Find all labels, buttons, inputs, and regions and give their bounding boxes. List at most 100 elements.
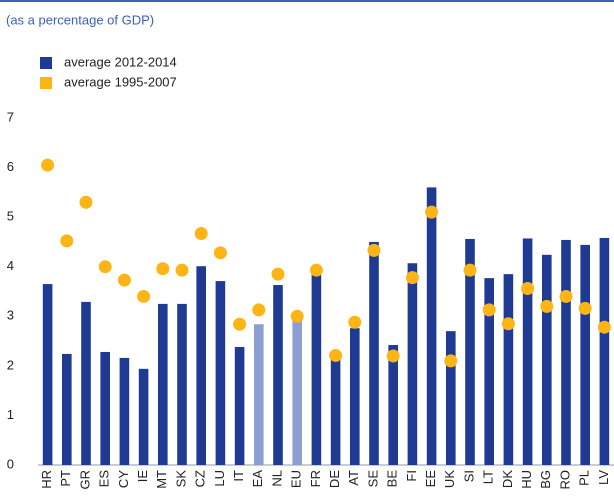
bar (119, 357, 130, 465)
legend-label: average 2012-2014 (64, 54, 177, 69)
bar (100, 351, 110, 465)
y-tick-label: 0 (7, 456, 14, 471)
dot (444, 354, 458, 368)
dot (194, 227, 208, 241)
x-tick-label: BE (385, 470, 400, 488)
bar (599, 237, 610, 465)
x-tick-label: NL (269, 470, 284, 487)
bar (580, 244, 590, 465)
bar (81, 301, 91, 465)
bar (196, 266, 206, 465)
x-tick-label: ES (97, 470, 112, 488)
x-tick-label: EE (423, 470, 438, 488)
bar (465, 238, 475, 465)
dot (290, 309, 304, 323)
x-tick-label: FR (308, 470, 323, 487)
bar (350, 328, 360, 465)
x-tick-label: HR (39, 470, 54, 489)
x-tick-label: LV (596, 470, 611, 485)
x-tick-label: SK (173, 470, 188, 488)
dot (386, 349, 400, 363)
bar (138, 368, 149, 465)
dot (367, 243, 381, 257)
bar (254, 324, 264, 465)
bar (503, 274, 514, 465)
x-tick-label: SI (461, 470, 476, 482)
top-rule (0, 0, 614, 2)
x-tick-label: CZ (193, 470, 208, 487)
dot (405, 271, 419, 285)
dot (597, 320, 611, 334)
x-tick-label: FI (404, 470, 419, 482)
x-tick-label: GR (77, 470, 92, 490)
dot (252, 303, 266, 317)
dot (156, 262, 170, 276)
x-tick-label: LT (481, 470, 496, 484)
dot (271, 267, 285, 281)
x-tick-label: HU (519, 470, 534, 489)
x-tick-label: PT (58, 470, 73, 487)
dot (482, 303, 496, 317)
dot (137, 289, 151, 303)
bar (426, 187, 437, 465)
x-tick-label: UK (442, 470, 457, 488)
y-tick-label: 1 (7, 407, 14, 422)
bar (311, 273, 322, 465)
dot (309, 263, 323, 277)
dot (41, 158, 55, 172)
bar (215, 281, 226, 465)
x-tick-label: RO (557, 470, 572, 490)
bar (542, 254, 552, 465)
bar (62, 353, 72, 465)
bar (330, 355, 341, 465)
legend-swatch (40, 77, 52, 89)
x-tick-label: LU (212, 470, 227, 487)
x-tick-label: DE (327, 470, 342, 488)
x-tick-label: EA (250, 470, 265, 488)
bar (42, 284, 53, 465)
x-tick-label: SE (365, 470, 380, 488)
dot (79, 195, 93, 209)
x-tick-label: PL (577, 470, 592, 486)
bar (369, 241, 379, 465)
x-tick-label: IT (231, 470, 246, 482)
legend-label: average 1995-2007 (64, 74, 177, 89)
bar (407, 263, 418, 465)
y-tick-label: 3 (7, 308, 14, 323)
dot (463, 263, 477, 277)
bar (292, 320, 302, 465)
x-tick-label: MT (154, 470, 169, 489)
dot (540, 299, 554, 313)
bar (234, 347, 245, 465)
y-tick-label: 7 (7, 109, 14, 124)
dot (175, 263, 189, 277)
dot (521, 282, 535, 296)
dot (117, 273, 131, 287)
bar (484, 278, 494, 465)
y-tick-label: 4 (7, 258, 14, 273)
y-tick-label: 6 (7, 159, 14, 174)
bar (561, 239, 571, 465)
dot (559, 289, 573, 303)
bar (388, 345, 398, 465)
dot (60, 234, 74, 248)
x-tick-label: CY (116, 470, 131, 488)
dot (213, 246, 227, 260)
dot (501, 317, 515, 331)
x-tick-label: IE (135, 470, 150, 483)
x-tick-label: BG (538, 470, 553, 489)
dot (425, 205, 439, 219)
dot (233, 317, 247, 331)
dot (329, 348, 343, 362)
x-tick-label: EU (289, 470, 304, 488)
dot (98, 260, 112, 274)
chart-subtitle: (as a percentage of GDP) (6, 12, 154, 27)
bar (522, 238, 533, 465)
bar (446, 331, 456, 465)
legend-swatch (40, 57, 52, 69)
dot (578, 301, 592, 315)
bar (177, 303, 187, 465)
bar (273, 285, 283, 465)
y-tick-label: 2 (7, 357, 14, 372)
x-tick-label: DK (500, 470, 515, 488)
